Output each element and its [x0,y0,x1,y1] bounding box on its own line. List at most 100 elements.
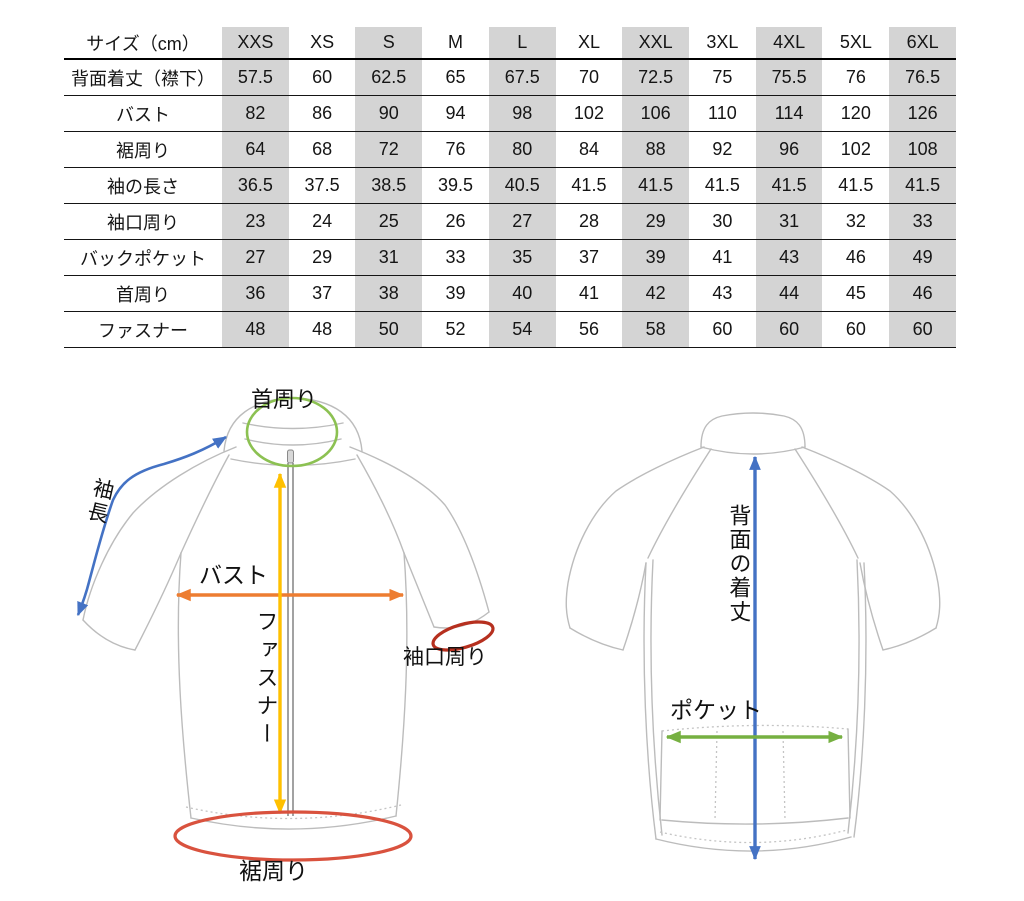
size-value-cell: 108 [889,131,956,168]
size-value-cell: 44 [755,275,823,312]
size-value-cell: 36 [222,275,289,312]
size-value-cell: 31 [355,239,423,276]
size-value-cell: 120 [840,103,871,123]
size-chart: サイズ（cm） XXS XS S M L XL XXL 3XL 4XL 5XL 6XL 背面着丈（襟… [64,27,956,348]
size-value-cell: 67.5 [488,59,556,96]
size-value-cell: 45 [845,283,866,303]
zipper-pull-icon [287,449,294,464]
size-value-cell: 43 [755,239,823,276]
size-value-cell: 102 [573,103,604,123]
row-label: ファスナー [98,320,188,341]
front-jersey-outline [82,397,490,830]
size-value-cell: 46 [889,275,956,312]
size-value-cell: 42 [622,275,690,312]
size-value-cell: 80 [488,131,556,168]
size-value-cell: 57.5 [222,59,289,96]
size-value-cell: 90 [355,95,423,132]
size-col-header: S [355,27,423,59]
size-value-cell: 60 [312,67,333,87]
size-value-cell: 75 [712,67,733,87]
size-col-header: 6XL [889,27,956,59]
size-col-header: XXS [222,27,289,59]
front-zipper-line [287,449,294,816]
size-value-cell: 96 [755,131,823,168]
table-row: 背面着丈（襟下） 57.5 60 62.5 65 67.5 70 72.5 75 75.5 76 76… [64,59,956,96]
table-row: 首周り 36 37 38 39 40 41 42 43 44 45 46 [64,275,956,312]
size-value-cell: 88 [622,131,690,168]
table-row: 袖口周り 23 24 25 26 27 28 29 30 31 32 33 [64,203,956,240]
row-label: バックポケット [80,248,206,269]
size-col-header: XS [310,32,335,52]
size-col-header: XXL [622,27,690,59]
size-value-cell: 48 [222,311,289,348]
table-row: バスト 82 86 90 94 98 102 106 110 114 120 126 [64,95,956,132]
size-value-cell: 41.5 [704,175,740,195]
zipper-label: ファスナー [253,610,279,750]
size-value-cell: 41 [578,283,599,303]
size-value-cell: 41 [712,247,733,267]
row-label: 袖口周り [107,212,179,233]
size-value-cell: 126 [889,95,956,132]
size-value-cell: 23 [222,203,289,240]
back-length-label: 背面の着丈 [726,504,752,624]
size-value-cell: 39 [622,239,690,276]
size-value-cell: 38.5 [355,167,423,204]
size-value-cell: 41.5 [622,167,690,204]
size-value-cell: 65 [445,67,466,87]
size-value-cell: 75.5 [755,59,823,96]
bust-label: バスト [199,562,268,588]
size-chart-unit-header: サイズ（cm） [86,33,200,54]
size-value-cell: 68 [312,139,333,159]
size-value-cell: 70 [578,67,599,87]
table-row: 裾周り 64 68 72 76 80 84 88 92 96 102 108 [64,131,956,168]
size-value-cell: 39.5 [437,175,474,195]
row-label: 背面着丈（襟下） [71,68,215,89]
size-value-cell: 33 [445,247,466,267]
size-value-cell: 54 [488,311,556,348]
size-value-cell: 29 [312,247,333,267]
size-value-cell: 106 [622,95,690,132]
table-row: バックポケット 27 29 31 33 35 37 39 41 43 46 49 [64,239,956,276]
size-value-cell: 37 [312,283,333,303]
size-value-cell: 102 [840,139,871,159]
neck-measure-ellipse [245,396,339,468]
row-label: 首周り [116,284,170,305]
size-value-cell: 41.5 [838,175,874,195]
size-value-cell: 41.5 [571,175,607,195]
size-value-cell: 76.5 [889,59,956,96]
size-value-cell: 30 [712,211,733,231]
size-value-cell: 49 [889,239,956,276]
cuff-measure-ellipse [431,620,495,652]
size-value-cell: 46 [845,247,866,267]
size-value-cell: 60 [845,319,866,339]
size-value-cell: 110 [708,103,737,123]
size-chart-header-row: サイズ（cm） XXS XS S M L XL XXL 3XL 4XL 5XL 6XL [64,27,956,59]
size-value-cell: 39 [445,283,466,303]
hem-label: 裾周り [239,858,308,884]
table-row: ファスナー 48 48 50 52 54 56 58 60 60 60 60 [64,311,956,348]
size-value-cell: 41.5 [889,167,956,204]
size-value-cell: 60 [712,319,733,339]
size-col-header: 4XL [755,27,823,59]
size-value-cell: 40.5 [488,167,556,204]
size-value-cell: 52 [445,319,466,339]
size-value-cell: 32 [845,211,866,231]
size-value-cell: 72.5 [622,59,690,96]
size-value-cell: 28 [578,211,599,231]
size-col-header: M [448,32,464,52]
size-value-cell: 64 [222,131,289,168]
size-value-cell: 38 [355,275,423,312]
size-value-cell: 62.5 [355,59,423,96]
size-value-cell: 76 [845,67,866,87]
size-value-cell: 27 [488,203,556,240]
size-value-cell: 31 [755,203,823,240]
size-value-cell: 84 [578,139,599,159]
sleeve-length-arrow [76,435,227,617]
size-value-cell: 27 [222,239,289,276]
back-jersey-outline [565,412,941,852]
size-value-cell: 58 [622,311,690,348]
size-value-cell: 26 [445,211,466,231]
size-value-cell: 25 [355,203,423,240]
size-col-header: 5XL [839,32,872,52]
